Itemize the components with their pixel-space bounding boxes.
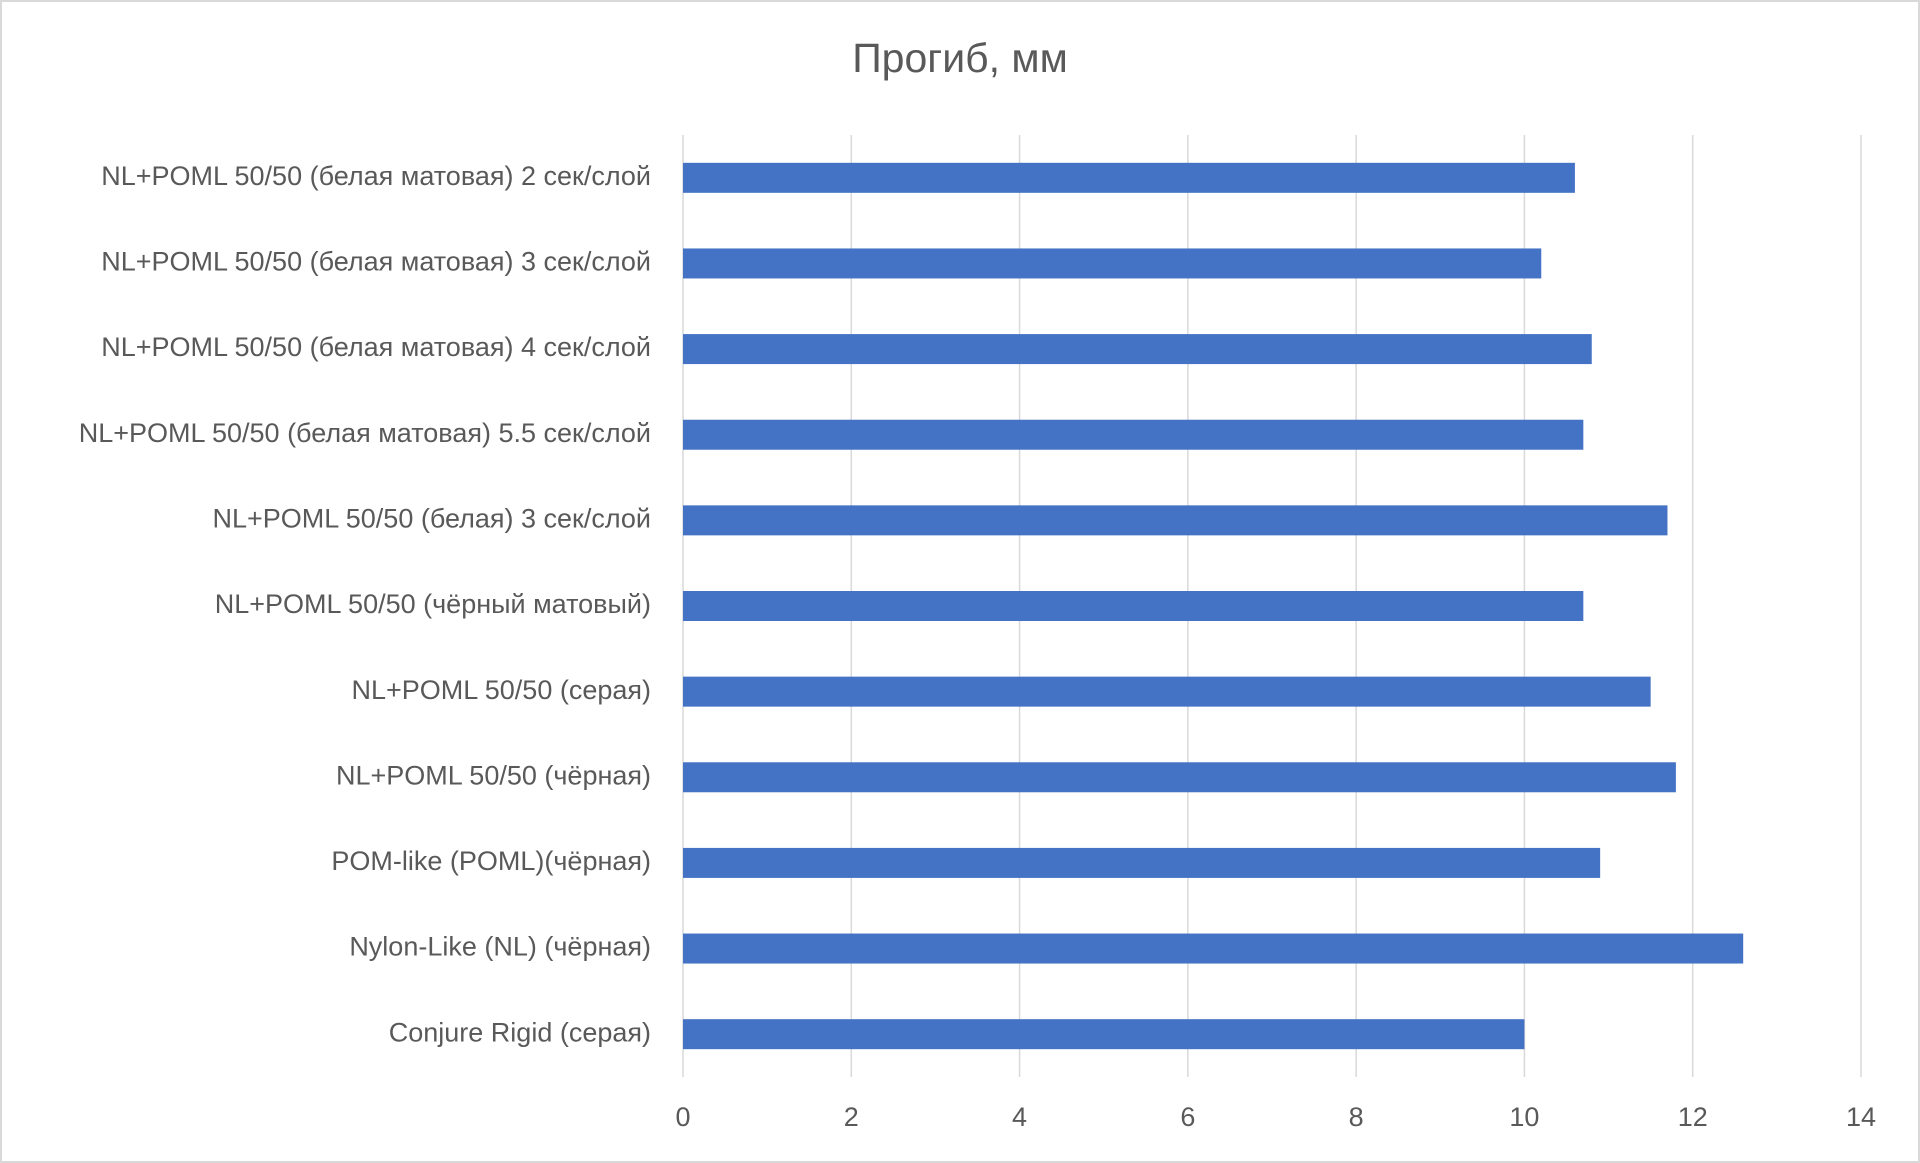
x-tick-label: 8 [1349, 1102, 1364, 1132]
bar [683, 162, 1575, 193]
y-tick-label: NL+POML 50/50 (белая матовая) 4 сек/слой [101, 332, 651, 362]
bar [683, 334, 1592, 365]
y-tick-label: NL+POML 50/50 (белая) 3 сек/слой [212, 503, 651, 533]
y-tick-label: NL+POML 50/50 (белая матовая) 5.5 сек/сл… [79, 418, 651, 448]
y-tick-label: NL+POML 50/50 (серая) [351, 675, 651, 705]
x-tick-label: 14 [1846, 1102, 1876, 1132]
x-tick-label: 12 [1678, 1102, 1708, 1132]
x-tick-label: 6 [1180, 1102, 1195, 1132]
y-tick-label: NL+POML 50/50 (белая матовая) 3 сек/слой [101, 247, 651, 277]
bar [683, 676, 1651, 707]
bar [683, 933, 1744, 964]
bar [683, 591, 1584, 621]
bar [683, 762, 1676, 793]
y-tick-label: Conjure Rigid (серая) [389, 1017, 651, 1047]
y-tick-label: NL+POML 50/50 (белая матовая) 2 сек/слой [101, 161, 651, 191]
y-tick-label: NL+POML 50/50 (чёрная) [336, 760, 651, 790]
bar [683, 419, 1584, 450]
x-tick-label: 4 [1012, 1102, 1027, 1132]
y-tick-label: NL+POML 50/50 (чёрный матовый) [215, 589, 651, 619]
y-tick-label: POM-like (POML)(чёрная) [331, 846, 651, 876]
bar [683, 847, 1601, 878]
x-tick-label: 2 [844, 1102, 859, 1132]
x-tick-label: 10 [1509, 1102, 1539, 1132]
chart-title: Прогиб, мм [852, 35, 1068, 81]
bar [683, 1019, 1525, 1050]
bar [683, 248, 1542, 279]
bar [683, 505, 1668, 536]
y-tick-label: Nylon-Like (NL) (чёрная) [349, 932, 651, 962]
x-tick-label: 0 [675, 1102, 690, 1132]
